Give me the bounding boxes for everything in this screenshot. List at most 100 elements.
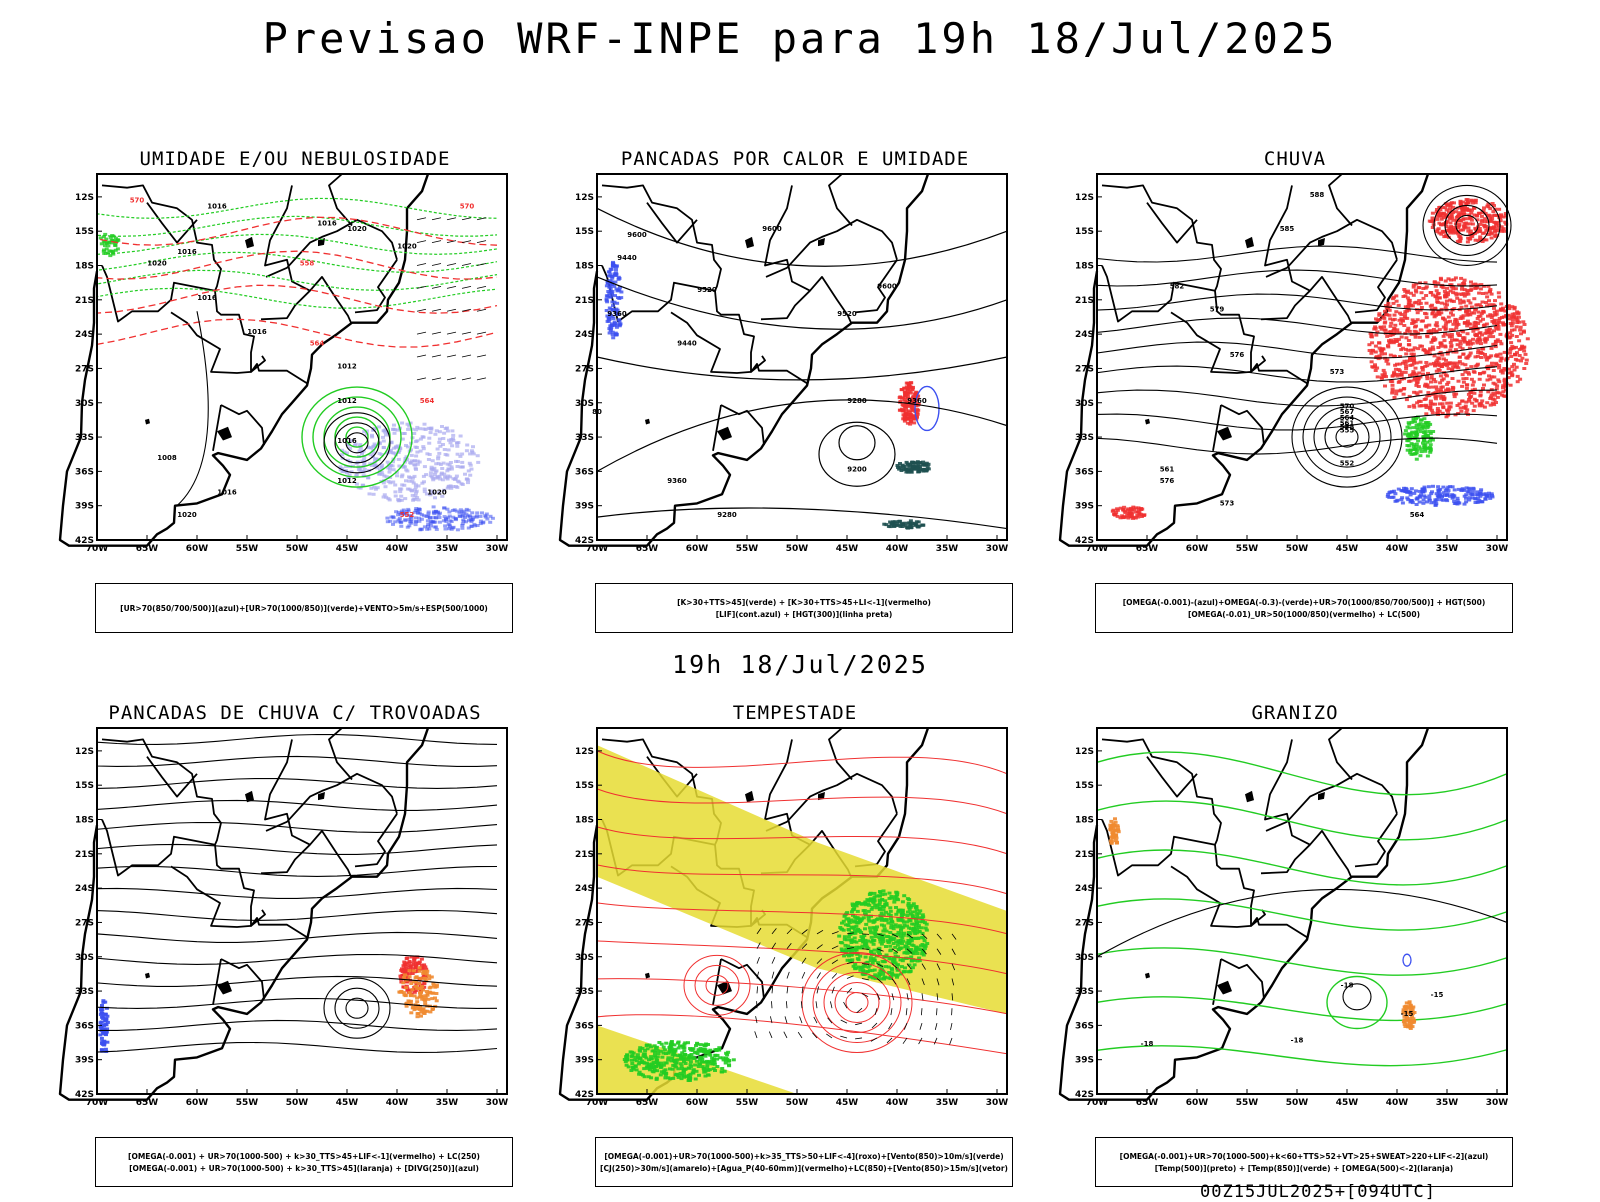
isoline-label: 588 xyxy=(1310,191,1325,199)
lat-label: 12S xyxy=(75,193,94,203)
lat-label: 18S xyxy=(75,816,94,826)
lon-label: 40W xyxy=(886,1098,909,1108)
lat-label: 18S xyxy=(1075,816,1094,826)
lat-label: 36S xyxy=(575,1021,594,1031)
lon-label: 55W xyxy=(236,544,259,554)
lon-label: 50W xyxy=(786,544,809,554)
isoline-label: 573 xyxy=(1220,500,1235,508)
lat-label: 15S xyxy=(575,227,594,237)
lon-label: 65W xyxy=(636,1098,659,1108)
isoline-label: 9600 xyxy=(627,231,647,239)
isoline-label: 1012 xyxy=(337,397,357,405)
lat-label: 39S xyxy=(575,1056,594,1066)
isoline-label: -15 xyxy=(1431,991,1444,999)
lat-label: 24S xyxy=(575,884,594,894)
lat-label: 33S xyxy=(575,987,594,997)
isoline-label: 9600 xyxy=(762,225,782,233)
lon-label: 40W xyxy=(386,1098,409,1108)
panel-title: TEMPESTADE xyxy=(565,702,1025,724)
lat-label: 18S xyxy=(75,262,94,272)
isoline-label: 576 xyxy=(1160,477,1175,485)
lon-label: 30W xyxy=(1486,544,1509,554)
isoline-label: 555 xyxy=(1340,426,1355,434)
lon-label: 30W xyxy=(986,1098,1009,1108)
lat-label: 30S xyxy=(575,399,594,409)
lon-label: 60W xyxy=(686,1098,709,1108)
isoline-label: -18 xyxy=(1341,982,1354,990)
isoline-label: 1020 xyxy=(147,260,167,268)
isoline-label: 570 xyxy=(130,197,145,205)
legend-line: [OMEGA(-0.001)+UR>70(1000-500)+k<60+TTS>… xyxy=(1120,1152,1489,1161)
isoline-label: 9520 xyxy=(697,286,717,294)
legend-line: [OMEGA(-0.001) + UR>70(1000-500) + k>30_… xyxy=(128,1152,480,1161)
page-title: Previsao WRF-INPE para 19h 18/Jul/2025 xyxy=(0,14,1600,63)
lon-label: 55W xyxy=(1236,1098,1259,1108)
lat-label: 33S xyxy=(1075,987,1094,997)
map-area xyxy=(597,174,1007,540)
isoline-label: 9520 xyxy=(837,310,857,318)
map-granizo: -18-18-15-15-1812S15S18S21S24S27S30S33S3… xyxy=(1065,722,1525,1132)
lat-label: 15S xyxy=(75,227,94,237)
lat-label: 27S xyxy=(75,918,94,928)
lon-label: 50W xyxy=(1286,544,1309,554)
isoline-label: 564 xyxy=(310,340,325,348)
lat-label: 15S xyxy=(575,781,594,791)
lat-label: 27S xyxy=(575,364,594,374)
lat-label: 18S xyxy=(575,262,594,272)
lon-label: 50W xyxy=(786,1098,809,1108)
lat-label: 33S xyxy=(1075,433,1094,443)
isoline-label: 564 xyxy=(1410,511,1425,519)
isoline-label: 1008 xyxy=(157,454,177,462)
lon-label: 35W xyxy=(936,544,959,554)
isoline-label: -18 xyxy=(1291,1037,1304,1045)
isoline-label: 576 xyxy=(1230,351,1245,359)
lat-label: 12S xyxy=(1075,193,1094,203)
map-area xyxy=(97,174,507,540)
isoline-label: 573 xyxy=(1330,368,1345,376)
lon-label: 45W xyxy=(1336,1098,1359,1108)
lon-label: 70W xyxy=(1086,1098,1109,1108)
lon-label: 50W xyxy=(1286,1098,1309,1108)
isoline-label: 1012 xyxy=(337,477,357,485)
isoline-label: 1016 xyxy=(177,248,197,256)
lon-label: 70W xyxy=(586,1098,609,1108)
lon-label: 65W xyxy=(1136,1098,1159,1108)
legend-box: [OMEGA(-0.001)+UR>70(1000-500)+k<60+TTS>… xyxy=(1095,1137,1513,1187)
lat-label: 21S xyxy=(575,850,594,860)
lat-label: 21S xyxy=(1075,296,1094,306)
lon-label: 30W xyxy=(1486,1098,1509,1108)
lat-label: 24S xyxy=(75,330,94,340)
lat-label: 21S xyxy=(75,296,94,306)
lon-label: 55W xyxy=(236,1098,259,1108)
lon-label: 55W xyxy=(736,544,759,554)
legend-line: [UR>70(850/700/500)](azul)+[UR>70(1000/8… xyxy=(120,604,488,613)
panel-title: CHUVA xyxy=(1065,148,1525,170)
isoline-label: 1016 xyxy=(337,437,357,445)
lon-label: 30W xyxy=(486,1098,509,1108)
legend-line: [OMEGA(-0.01)_UR>50(1000/850)(vermelho) … xyxy=(1188,610,1420,619)
lat-label: 33S xyxy=(575,433,594,443)
lat-label: 12S xyxy=(75,747,94,757)
lat-label: 21S xyxy=(575,296,594,306)
lat-label: 18S xyxy=(575,816,594,826)
isoline-label: 9280 xyxy=(847,397,867,405)
isoline-label: 552 xyxy=(1340,460,1355,468)
isoline-label: 1016 xyxy=(207,202,227,210)
lon-label: 40W xyxy=(1386,1098,1409,1108)
lon-label: 45W xyxy=(336,1098,359,1108)
panel-title: GRANIZO xyxy=(1065,702,1525,724)
lon-label: 35W xyxy=(436,1098,459,1108)
lon-label: 45W xyxy=(836,1098,859,1108)
lon-label: 65W xyxy=(136,544,159,554)
lat-label: 21S xyxy=(75,850,94,860)
isoline-label: 9440 xyxy=(617,254,637,262)
lon-label: 60W xyxy=(186,1098,209,1108)
lat-label: 15S xyxy=(1075,227,1094,237)
isoline-label: 1020 xyxy=(397,242,417,250)
